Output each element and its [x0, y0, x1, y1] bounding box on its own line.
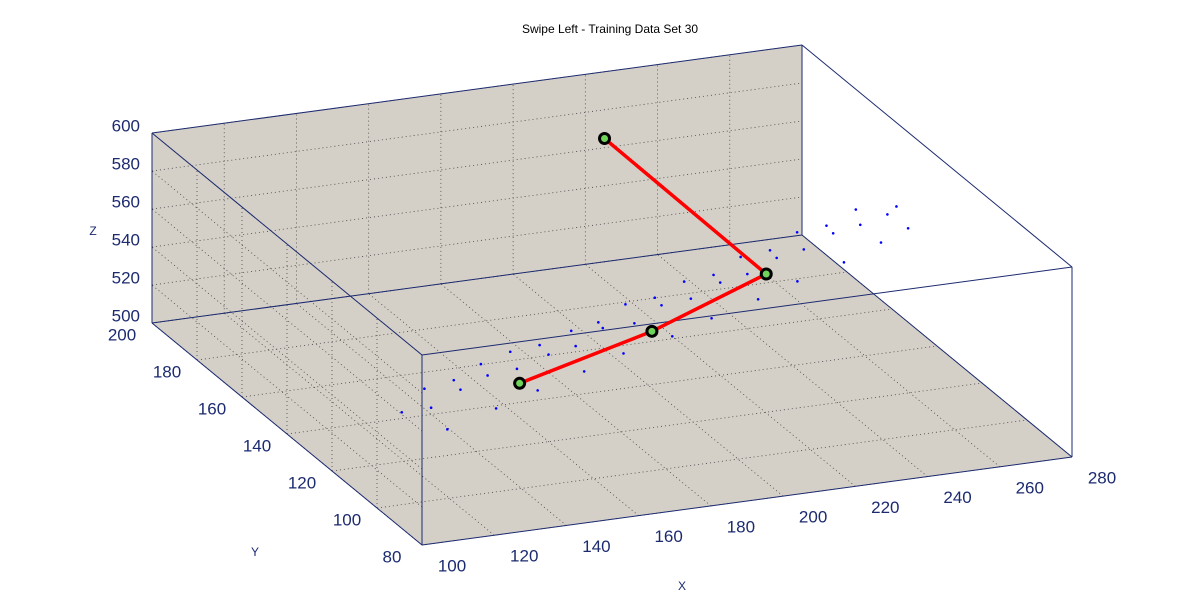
- y-tick-label: 180: [153, 362, 181, 381]
- x-tick-label: 260: [1016, 478, 1044, 497]
- data-point: [486, 374, 489, 377]
- data-point: [710, 316, 713, 320]
- data-point: [446, 428, 449, 431]
- y-tick-label: 100: [333, 510, 361, 529]
- data-point: [768, 249, 772, 252]
- box-edge: [151, 234, 803, 324]
- x-tick-label: 220: [871, 498, 899, 517]
- data-point: [802, 248, 806, 251]
- data-point: [452, 378, 456, 382]
- z-tick-label: 500: [112, 306, 140, 325]
- x-tick-label: 200: [799, 508, 827, 527]
- data-point: [633, 321, 636, 325]
- data-point: [601, 326, 605, 330]
- z-tick-label: 600: [112, 116, 140, 135]
- pane: [152, 45, 802, 323]
- x-tick-label: 280: [1088, 468, 1116, 487]
- box-edge: [801, 234, 1073, 458]
- x-tick-label: 160: [654, 527, 682, 546]
- z-axis-label: Z: [89, 224, 96, 238]
- data-point: [670, 334, 674, 338]
- data-point: [879, 241, 883, 244]
- z-tick-label: 520: [112, 268, 140, 287]
- box-edge: [151, 322, 423, 546]
- x-tick-label: 240: [943, 488, 971, 507]
- data-point: [854, 208, 858, 211]
- data-point: [886, 213, 889, 216]
- data-point: [756, 298, 760, 301]
- box-edge: [151, 44, 803, 134]
- x-tick-label: 140: [582, 537, 610, 556]
- trajectory-line: [518, 137, 770, 385]
- box-edge: [151, 132, 423, 356]
- data-point: [569, 329, 573, 333]
- data-point: [574, 344, 577, 348]
- data-point: [842, 261, 846, 264]
- data-point: [494, 407, 498, 410]
- data-point: [660, 304, 663, 307]
- data-point: [739, 255, 742, 259]
- x-tick-label: 180: [727, 517, 755, 536]
- data-point: [775, 256, 778, 260]
- data-point: [858, 223, 862, 227]
- data-point: [479, 362, 483, 366]
- data-point: [624, 303, 627, 306]
- data-point: [689, 297, 693, 300]
- x-tick-label: 120: [510, 547, 538, 566]
- data-point: [582, 370, 586, 373]
- box-edge: [421, 266, 1073, 356]
- trajectory-point: [645, 324, 659, 338]
- y-tick-label: 200: [108, 325, 136, 344]
- data-point: [459, 388, 462, 391]
- data-point: [712, 273, 715, 277]
- trajectory-point: [513, 376, 527, 390]
- data-point: [536, 389, 539, 392]
- z-tick-label: 560: [112, 192, 140, 211]
- data-point: [508, 350, 512, 354]
- trajectory-point: [598, 132, 612, 146]
- y-tick-label: 160: [198, 399, 226, 418]
- data-point: [825, 224, 828, 227]
- data-point: [423, 387, 426, 391]
- data-point: [622, 352, 625, 355]
- z-tick-label: 580: [112, 154, 140, 173]
- trajectory-point: [759, 267, 773, 281]
- data-point: [653, 296, 657, 300]
- data-point: [795, 231, 799, 234]
- data-point: [718, 281, 722, 284]
- data-point: [538, 343, 541, 347]
- data-point: [895, 205, 898, 208]
- data-point: [547, 353, 550, 356]
- box-edge: [421, 456, 1073, 546]
- y-tick-label: 120: [288, 473, 316, 492]
- x-tick-label: 100: [438, 556, 466, 575]
- data-point: [746, 272, 749, 276]
- data-point: [515, 367, 519, 371]
- y-axis-label: Y: [251, 545, 259, 559]
- data-point: [400, 411, 404, 414]
- data-point: [429, 406, 433, 410]
- x-axis-label: X: [678, 579, 686, 593]
- box-edge: [801, 44, 1073, 268]
- data-point: [906, 227, 910, 230]
- chart-title: Swipe Left - Training Data Set 30: [522, 22, 698, 36]
- y-tick-label: 80: [383, 547, 402, 566]
- data-point: [597, 321, 600, 324]
- data-point: [831, 231, 835, 235]
- data-point: [796, 280, 799, 283]
- z-tick-label: 540: [112, 230, 140, 249]
- y-tick-label: 140: [243, 436, 271, 455]
- data-point: [682, 280, 686, 283]
